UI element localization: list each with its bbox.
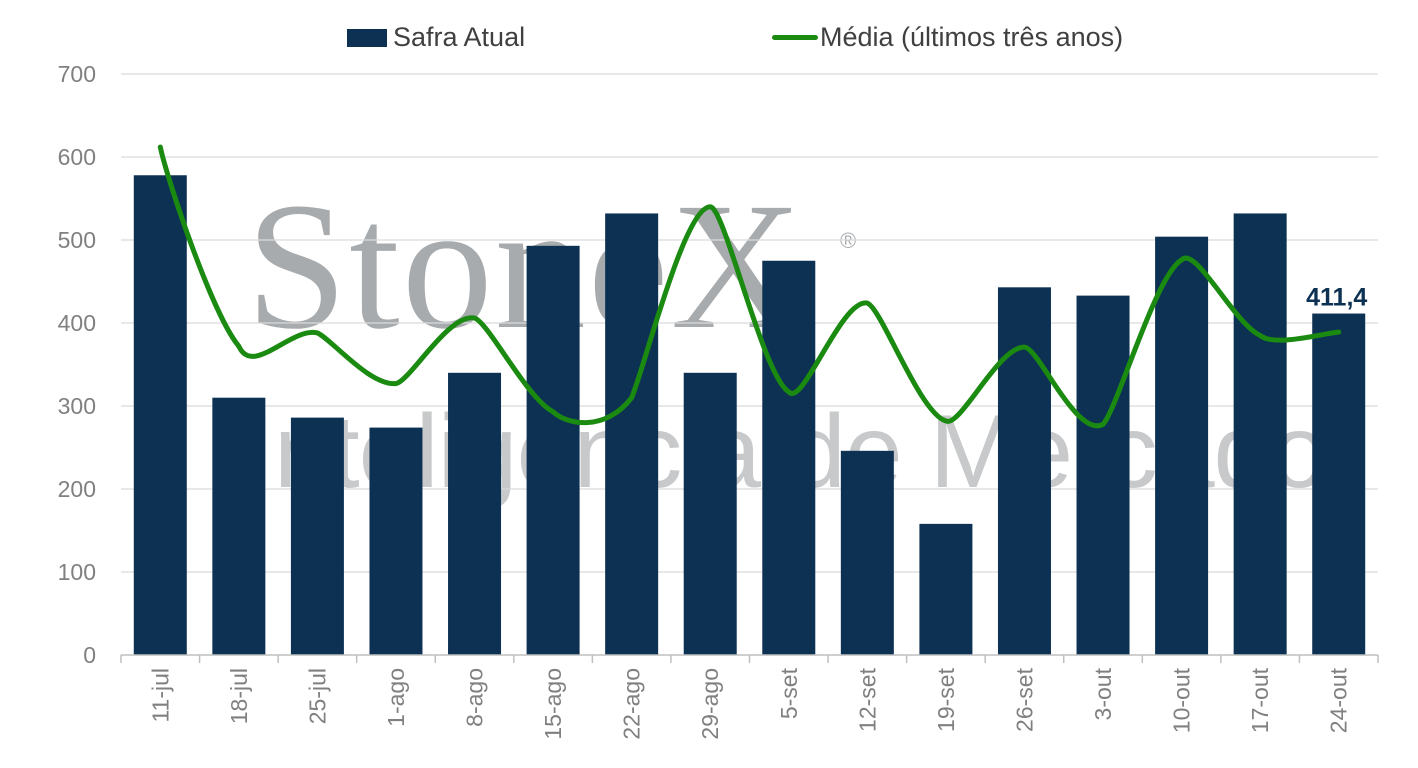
bar-24-out bbox=[1312, 313, 1366, 655]
x-tick-label: 10-out bbox=[1169, 667, 1195, 733]
x-tick-label: 17-out bbox=[1247, 667, 1273, 733]
legend-line-label: Média (últimos três anos) bbox=[820, 22, 1124, 52]
legend-bar-label: Safra Atual bbox=[393, 22, 526, 52]
bar-17-out bbox=[1233, 213, 1287, 655]
bar-19-set bbox=[919, 523, 973, 655]
x-tick-label: 5-set bbox=[776, 667, 802, 719]
y-tick-label: 300 bbox=[58, 393, 96, 419]
y-axis-ticks: 0 100 200 300 400 500 600 700 bbox=[58, 61, 96, 668]
x-tick-label: 11-jul bbox=[147, 668, 173, 723]
y-tick-label: 600 bbox=[58, 144, 96, 170]
legend-bar-swatch bbox=[347, 28, 387, 47]
bar-10-out bbox=[1155, 236, 1209, 655]
bar-22-ago bbox=[605, 213, 659, 655]
data-label: 411,4 bbox=[1306, 284, 1367, 312]
bar-15-ago bbox=[526, 245, 580, 655]
y-tick-label: 500 bbox=[58, 227, 96, 253]
data-labels: 411,4 bbox=[1306, 284, 1367, 312]
y-tick-label: 400 bbox=[58, 310, 96, 336]
bar-1-ago bbox=[369, 427, 423, 655]
x-tick-label: 26-set bbox=[1011, 667, 1037, 732]
x-tick-label: 3-out bbox=[1090, 667, 1116, 720]
bar-18-jul bbox=[212, 397, 266, 655]
bar-26-set bbox=[997, 287, 1051, 655]
bar-11-jul bbox=[133, 175, 187, 655]
legend-item-bar: Safra Atual bbox=[347, 22, 525, 53]
x-tick-label: 25-jul bbox=[304, 668, 330, 724]
x-axis: 11-jul 18-jul 25-jul 1-ago 8-ago 15-ago 22-ago… bbox=[120, 654, 1379, 740]
x-tick-label: 22-ago bbox=[619, 668, 645, 740]
x-tick-label: 1-ago bbox=[383, 668, 409, 727]
x-tick-label: 8-ago bbox=[462, 668, 488, 727]
y-tick-label: 0 bbox=[83, 642, 96, 668]
x-tick-label: 19-set bbox=[933, 667, 959, 732]
x-tick-label: 15-ago bbox=[540, 668, 566, 740]
bar-25-jul bbox=[290, 417, 344, 655]
bar-series bbox=[133, 175, 1366, 655]
x-tick-label: 18-jul bbox=[226, 668, 252, 724]
x-tick-label: 29-ago bbox=[697, 668, 723, 740]
bar-8-ago bbox=[448, 372, 502, 655]
y-tick-label: 100 bbox=[58, 559, 96, 585]
x-tick-label: 24-out bbox=[1326, 667, 1352, 733]
average-line bbox=[157, 144, 1342, 429]
legend-item-line: Média (últimos três anos) bbox=[772, 22, 1123, 53]
line-series bbox=[157, 144, 1342, 429]
bar-29-ago bbox=[683, 372, 737, 655]
bar-3-out bbox=[1076, 295, 1130, 655]
y-tick-label: 700 bbox=[58, 61, 96, 87]
legend-line-swatch bbox=[772, 35, 818, 40]
y-tick-label: 200 bbox=[58, 476, 96, 502]
x-tick-label: 12-set bbox=[854, 667, 880, 732]
bar-12-set bbox=[840, 450, 894, 655]
bar-5-set bbox=[762, 260, 816, 655]
